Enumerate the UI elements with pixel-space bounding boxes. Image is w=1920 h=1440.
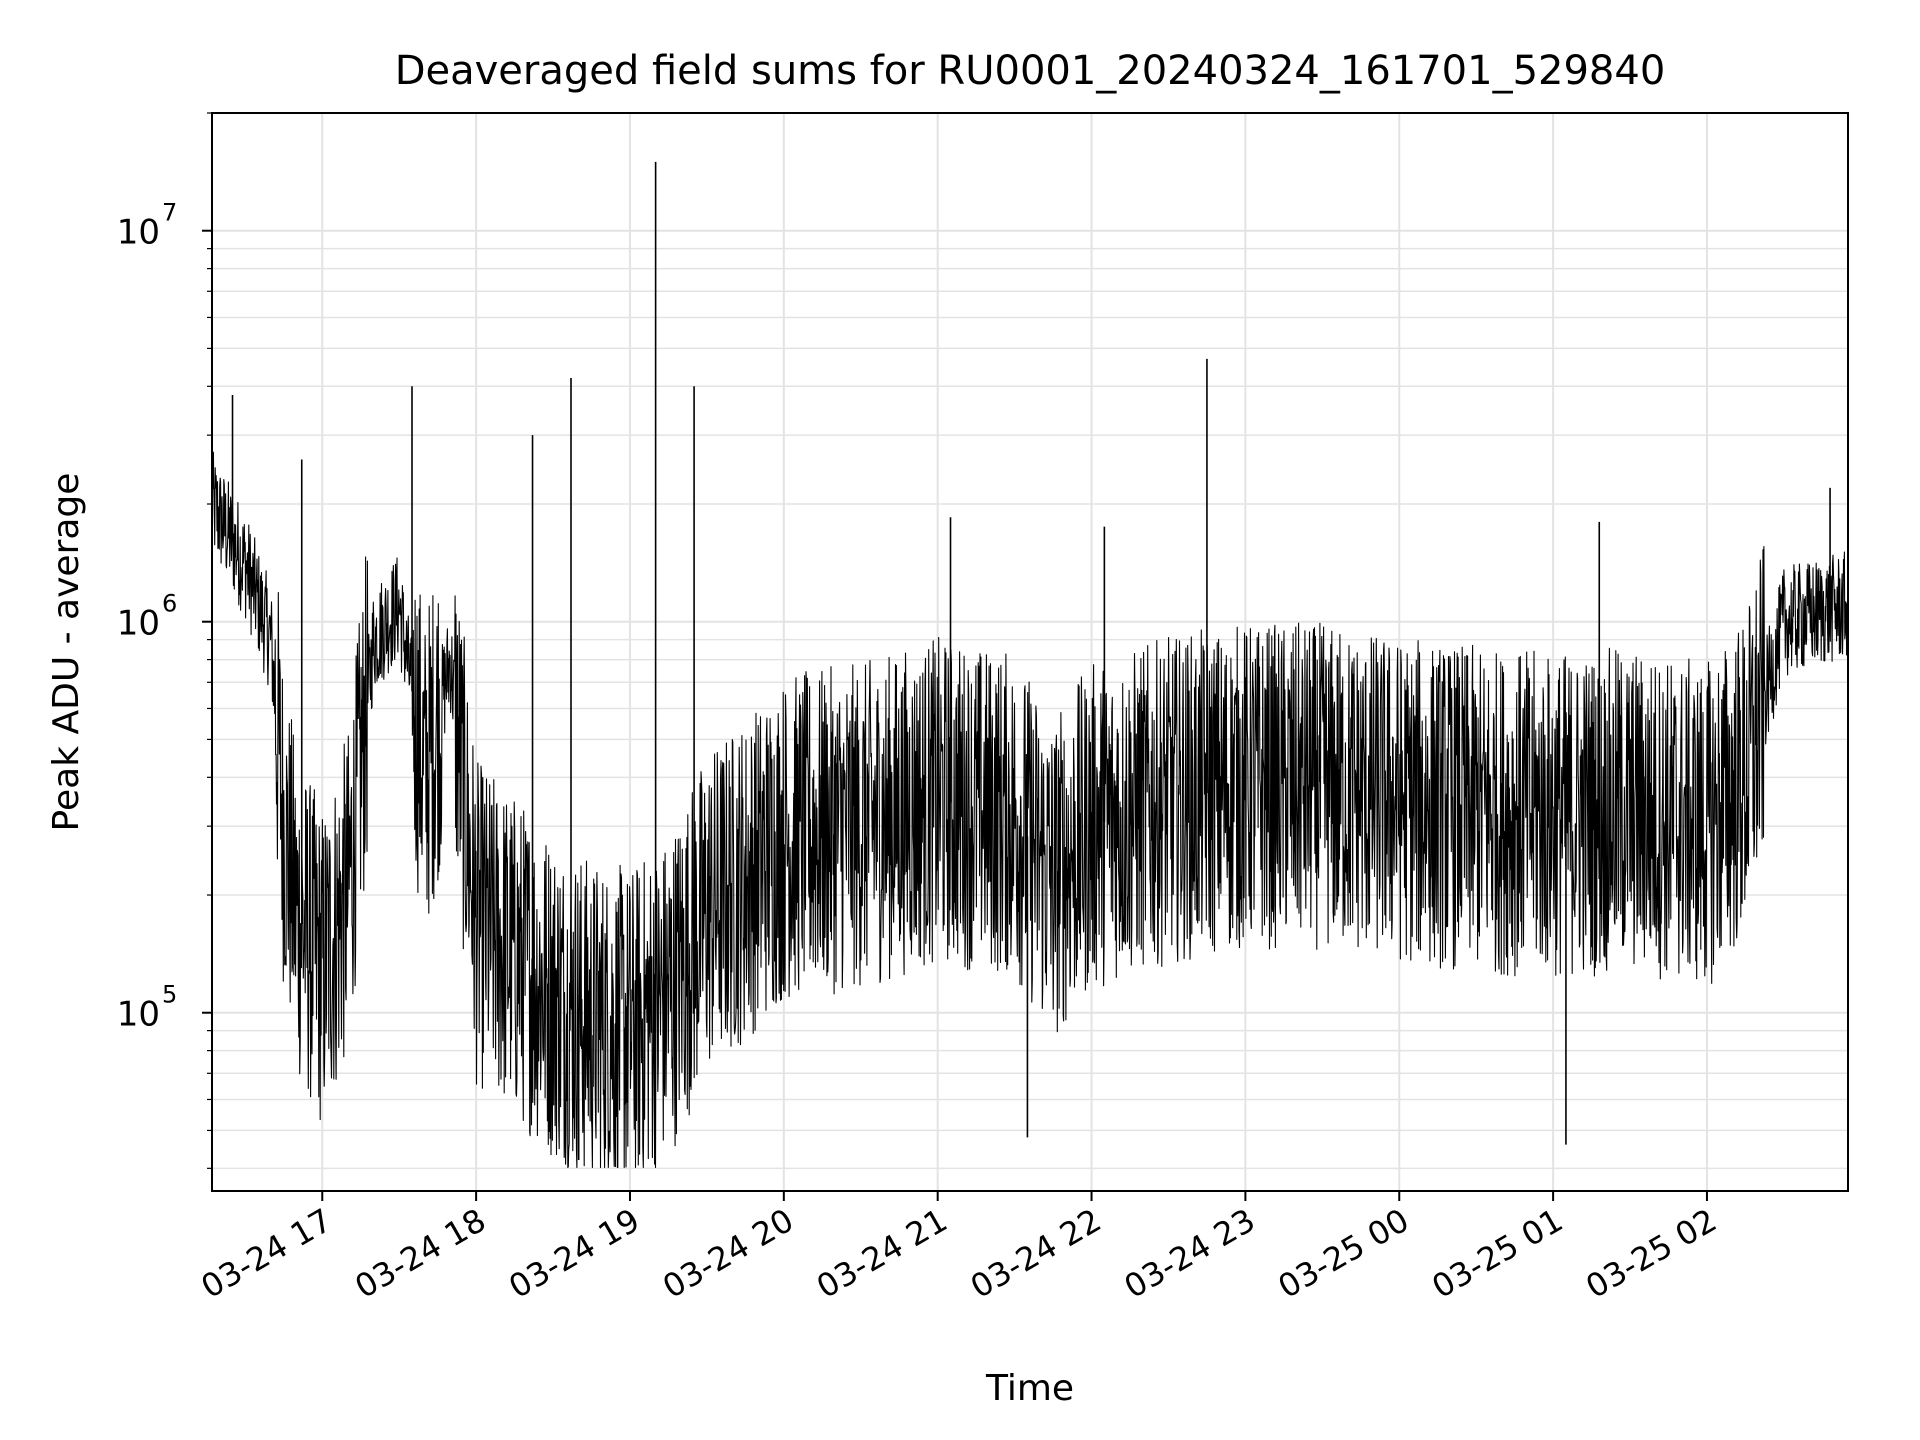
series-line [211,451,1849,1169]
y-tick-base: 10 [117,995,160,1035]
y-tick-label: 10 6 [117,590,178,644]
y-tick-base: 10 [117,604,160,644]
y-tick-label: 10 5 [117,981,178,1035]
plot-area-frame [211,112,1849,1192]
y-axis-label: Peak ADU - average [46,473,87,832]
y-tick-exponent: 7 [162,199,177,227]
y-tick-exponent: 5 [162,981,177,1009]
chart-title: Deaveraged field sums for RU0001_2024032… [395,48,1666,94]
y-tick-base: 10 [117,213,160,253]
x-axis-label: Time [985,1368,1074,1409]
series-layer [211,161,1849,1169]
y-tick-exponent: 6 [162,590,177,618]
y-tick-label: 10 7 [117,199,178,253]
